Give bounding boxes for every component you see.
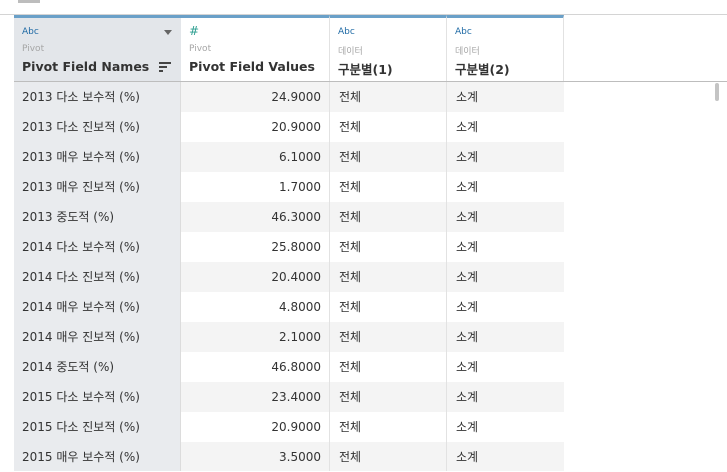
cell-pivot-field-name[interactable]: 2014 다소 보수적 (%) [14,232,181,262]
cell-pivot-field-value[interactable]: 25.8000 [181,232,330,262]
cell-category-2[interactable]: 소계 [456,270,479,284]
table-row[interactable]: 2013 다소 진보적 (%) 20.9000 전체 소계 [14,112,564,142]
scrollbar-thumb[interactable] [715,83,719,101]
cell-category-1[interactable]: 전체 [330,142,447,172]
cell-category-2[interactable]: 소계 [456,360,479,374]
cell-category-2[interactable]: 소계 [456,420,479,434]
table-row[interactable]: 2014 다소 진보적 (%) 20.4000 전체 소계 [14,262,564,292]
cell-pivot-field-name[interactable]: 2013 다소 보수적 (%) [14,82,181,112]
column-header-category-2[interactable]: Abc 데이터 구분별(2) [447,15,564,81]
table-row[interactable]: 2013 다소 보수적 (%) 24.9000 전체 소계 [14,82,564,112]
header-row: Abc Pivot Pivot Field Names # Pivot Pivo… [14,15,564,81]
chevron-down-icon[interactable] [164,30,172,35]
cell-pivot-field-value[interactable]: 3.5000 [181,442,330,471]
cell-pivot-field-name[interactable]: 2013 다소 진보적 (%) [14,112,181,142]
cell-pivot-field-value[interactable]: 20.9000 [181,112,330,142]
cell-pivot-field-value[interactable]: 20.4000 [181,262,330,292]
cell-category-1[interactable]: 전체 [330,202,447,232]
cell-pivot-field-value[interactable]: 2.1000 [181,322,330,352]
cell-pivot-field-name[interactable]: 2014 매우 진보적 (%) [14,322,181,352]
cell-category-1[interactable]: 전체 [330,82,447,112]
cell-category-2[interactable]: 소계 [456,150,479,164]
column-name[interactable]: Pivot Field Names [22,59,150,74]
table-row[interactable]: 2014 중도적 (%) 46.8000 전체 소계 [14,352,564,382]
cell-pivot-field-value[interactable]: 23.4000 [181,382,330,412]
data-grid: Abc Pivot Pivot Field Names # Pivot Pivo… [14,15,564,471]
cell-category-1[interactable]: 전체 [330,172,447,202]
column-header-category-1[interactable]: Abc 데이터 구분별(1) [330,15,447,81]
vertical-scrollbar[interactable] [712,82,722,471]
cell-pivot-field-value[interactable]: 46.3000 [181,202,330,232]
string-type-icon[interactable]: Abc [455,27,472,37]
column-source: Pivot [22,44,45,54]
table-row[interactable]: 2015 매우 보수적 (%) 3.5000 전체 소계 [14,442,564,471]
table-row[interactable]: 2013 매우 진보적 (%) 1.7000 전체 소계 [14,172,564,202]
string-type-icon[interactable]: Abc [338,27,355,37]
cell-pivot-field-name[interactable]: 2013 중도적 (%) [14,202,181,232]
cell-category-2[interactable]: 소계 [456,180,479,194]
column-source: 데이터 [338,47,363,57]
cell-pivot-field-name[interactable]: 2014 매우 보수적 (%) [14,292,181,322]
cell-category-2[interactable]: 소계 [456,390,479,404]
cell-category-1[interactable]: 전체 [330,322,447,352]
cell-pivot-field-value[interactable]: 24.9000 [181,82,330,112]
cell-category-2[interactable]: 소계 [456,240,479,254]
sort-icon[interactable] [159,62,171,72]
cell-category-1[interactable]: 전체 [330,292,447,322]
column-source: Pivot [189,44,212,54]
table-row[interactable]: 2014 매우 진보적 (%) 2.1000 전체 소계 [14,322,564,352]
cell-category-1[interactable]: 전체 [330,382,447,412]
table-row[interactable]: 2014 다소 보수적 (%) 25.8000 전체 소계 [14,232,564,262]
cell-pivot-field-value[interactable]: 46.8000 [181,352,330,382]
column-header-pivot-field-values[interactable]: # Pivot Pivot Field Values [181,15,330,81]
cell-category-1[interactable]: 전체 [330,352,447,382]
string-type-icon[interactable]: Abc [22,27,39,37]
cell-category-1[interactable]: 전체 [330,262,447,292]
cell-pivot-field-name[interactable]: 2014 다소 진보적 (%) [14,262,181,292]
table-row[interactable]: 2013 매우 보수적 (%) 6.1000 전체 소계 [14,142,564,172]
cell-pivot-field-value[interactable]: 6.1000 [181,142,330,172]
cell-category-2[interactable]: 소계 [456,210,479,224]
column-name[interactable]: Pivot Field Values [189,59,315,74]
cell-category-1[interactable]: 전체 [330,232,447,262]
cell-pivot-field-name[interactable]: 2015 다소 보수적 (%) [14,382,181,412]
cell-category-2[interactable]: 소계 [456,300,479,314]
table-row[interactable]: 2013 중도적 (%) 46.3000 전체 소계 [14,202,564,232]
column-name[interactable]: 구분별(2) [455,62,510,77]
table-row[interactable]: 2015 다소 진보적 (%) 20.9000 전체 소계 [14,412,564,442]
cell-category-2[interactable]: 소계 [456,90,479,104]
column-header-pivot-field-names[interactable]: Abc Pivot Pivot Field Names [14,15,182,81]
toolbar-tab-indicator [18,0,40,3]
cell-pivot-field-value[interactable]: 20.9000 [181,412,330,442]
row-gutter [0,15,15,471]
empty-grid-area [564,81,727,472]
top-toolbar [0,0,727,15]
cell-pivot-field-name[interactable]: 2015 다소 진보적 (%) [14,412,181,442]
cell-pivot-field-name[interactable]: 2015 매우 보수적 (%) [14,442,181,471]
column-source: 데이터 [455,47,480,57]
cell-category-2[interactable]: 소계 [456,450,479,464]
cell-pivot-field-name[interactable]: 2013 매우 보수적 (%) [14,142,181,172]
cell-category-1[interactable]: 전체 [330,442,447,471]
number-type-icon[interactable]: # [189,24,200,38]
cell-category-2[interactable]: 소계 [456,120,479,134]
table-row[interactable]: 2014 매우 보수적 (%) 4.8000 전체 소계 [14,292,564,322]
cell-category-1[interactable]: 전체 [330,112,447,142]
cell-pivot-field-value[interactable]: 4.8000 [181,292,330,322]
table-body: 2013 다소 보수적 (%) 24.9000 전체 소계 2013 다소 진보적 (%… [14,81,564,471]
cell-pivot-field-value[interactable]: 1.7000 [181,172,330,202]
table-row[interactable]: 2015 다소 보수적 (%) 23.4000 전체 소계 [14,382,564,412]
cell-pivot-field-name[interactable]: 2013 매우 진보적 (%) [14,172,181,202]
cell-category-2[interactable]: 소계 [456,330,479,344]
cell-category-1[interactable]: 전체 [330,412,447,442]
cell-pivot-field-name[interactable]: 2014 중도적 (%) [14,352,181,382]
column-name[interactable]: 구분별(1) [338,62,393,77]
